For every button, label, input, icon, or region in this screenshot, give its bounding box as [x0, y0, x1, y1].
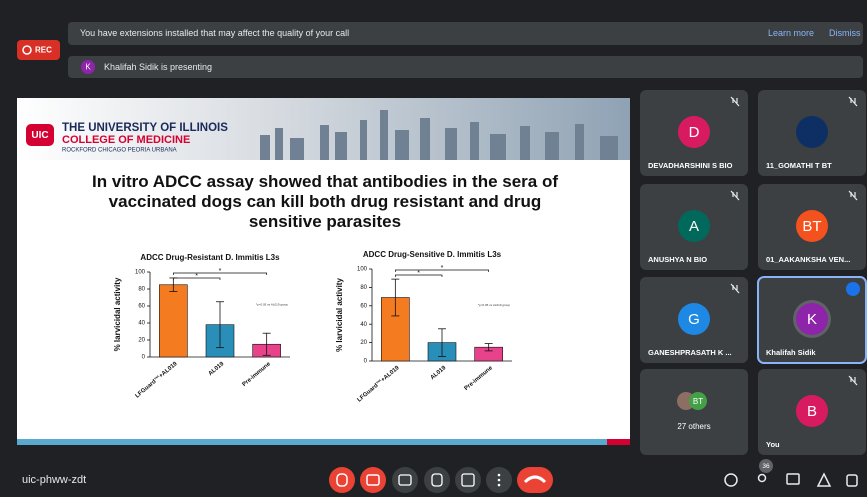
y-axis-label: % larvicidal activity: [113, 277, 122, 351]
avatar-initial: D: [689, 124, 700, 141]
participant-name: DEVADHARSHINI S BIO: [648, 161, 733, 170]
participant-name: GANESHPRASATH K ...: [648, 348, 732, 357]
presenter-initial: K: [85, 63, 91, 72]
presenting-text: Khalifah Sidik is presenting: [104, 62, 212, 72]
captions-button[interactable]: [392, 467, 418, 493]
y-tick-label: 100: [135, 270, 146, 276]
avatar: [796, 116, 828, 148]
chart-title: ADCC Drug-Resistant D. Immitis L3s: [140, 253, 280, 262]
mic-button[interactable]: [329, 467, 355, 493]
slide-title: In vitro ADCC assay showed that antibodi…: [70, 172, 580, 232]
avatar-initial: BT: [802, 218, 821, 235]
significance-mark: *: [195, 273, 198, 280]
camera-button[interactable]: [360, 467, 386, 493]
leave-call-button[interactable]: [517, 467, 553, 493]
college: COLLEGE OF MEDICINE: [62, 134, 190, 146]
bar: [159, 285, 187, 357]
present-button[interactable]: [455, 467, 481, 493]
avatar-initial: G: [688, 311, 700, 328]
people-button[interactable]: [759, 475, 766, 482]
avatar-initial: K: [807, 311, 817, 328]
participant-name: ANUSHYA N BIO: [648, 255, 707, 264]
meet-page: {"banner": {"message": "You have extensi…: [0, 0, 867, 497]
activities-button[interactable]: [818, 474, 830, 486]
meet-view: You have extensions installed that may a…: [0, 0, 867, 497]
y-tick-label: 100: [357, 267, 368, 273]
y-tick-label: 60: [360, 303, 367, 309]
participant-name: 01_AAKANKSHA VEN...: [766, 255, 850, 264]
chart-title: ADCC Drug-Sensitive D. Immitis L3s: [363, 250, 502, 259]
chart-note: *p<0.05 vs AL019 group: [256, 302, 288, 306]
side-controls: [725, 474, 857, 486]
participant-name: Khalifah Sidik: [766, 348, 816, 357]
significance-mark: *: [417, 270, 420, 277]
others-label: 27 others: [677, 422, 710, 431]
info-button[interactable]: [725, 474, 737, 486]
host-controls-button[interactable]: [847, 475, 857, 486]
audio-indicator: [846, 282, 860, 296]
dismiss[interactable]: Dismiss: [829, 28, 861, 38]
logo-text: UIC: [31, 130, 48, 141]
learn-more[interactable]: Learn more: [768, 28, 814, 38]
significance-mark: *: [219, 268, 222, 275]
y-tick-label: 60: [138, 304, 145, 310]
avatar-initial: B: [807, 403, 817, 420]
y-tick-label: 40: [138, 321, 145, 327]
others-initials: BT: [693, 397, 703, 406]
campuses: ROCKFORD CHICAGO PEORIA URBANA: [62, 148, 177, 154]
y-tick-label: 20: [138, 338, 145, 344]
y-tick-label: 40: [360, 322, 367, 328]
y-tick-label: 20: [360, 340, 367, 346]
chart-note: *p<0.05 vs AL019 group: [478, 303, 510, 307]
participant-count: 36: [762, 463, 770, 470]
others-tile[interactable]: [640, 369, 748, 455]
raise-hand-button[interactable]: [424, 467, 450, 493]
significance-mark: *: [441, 265, 444, 272]
chat-button[interactable]: [787, 474, 799, 484]
y-tick-label: 80: [138, 287, 145, 293]
participant-name: You: [766, 440, 780, 449]
y-axis-label: % larvicidal activity: [335, 278, 344, 352]
slide-footer: [17, 439, 607, 445]
y-tick-label: 80: [360, 285, 367, 291]
institution: THE UNIVERSITY OF ILLINOIS: [62, 122, 228, 134]
meeting-code: uic-phww-zdt: [22, 474, 86, 486]
rec-label: REC: [35, 46, 52, 55]
slide-footer-accent: [607, 439, 630, 445]
participant-name: 11_GOMATHI T BT: [766, 161, 832, 170]
avatar-initial: A: [689, 218, 699, 235]
banner-message: You have extensions installed that may a…: [80, 28, 349, 38]
controls: [329, 467, 553, 493]
